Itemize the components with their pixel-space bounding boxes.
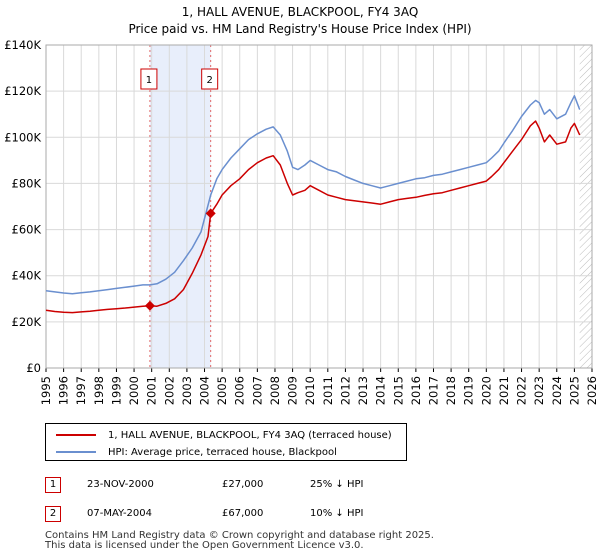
x-tick-label: 2014 <box>374 376 388 405</box>
price-chart: 1, HALL AVENUE, BLACKPOOL, FY4 3AQ Price… <box>4 5 599 405</box>
y-tick-label: £40K <box>12 269 42 283</box>
y-tick-label: £140K <box>4 38 41 52</box>
x-tick-label: 2003 <box>180 376 194 405</box>
y-tick-label: £60K <box>12 223 42 237</box>
x-tick-label: 2022 <box>515 376 529 405</box>
x-tick-label: 1998 <box>92 376 106 405</box>
x-tick-label: 2004 <box>198 376 212 405</box>
sale-point-marker <box>144 300 155 311</box>
y-tick-label: £100K <box>4 130 41 144</box>
x-tick-label: 2025 <box>567 376 581 405</box>
x-tick-label: 2015 <box>391 376 405 405</box>
x-tick-label: 2018 <box>444 376 458 405</box>
x-tick-label: 2020 <box>479 376 493 405</box>
legend-swatch-property <box>56 434 96 436</box>
x-tick-label: 1995 <box>39 376 53 405</box>
x-tick-label: 2007 <box>250 376 264 405</box>
transaction-number-badge: 1 <box>45 477 61 493</box>
x-tick-label: 2009 <box>286 376 300 405</box>
purchase-period-band <box>149 45 211 368</box>
legend-label-property: 1, HALL AVENUE, BLACKPOOL, FY4 3AQ (terr… <box>108 429 392 441</box>
transaction-number-badge: 2 <box>45 506 61 522</box>
legend-item-hpi: HPI: Average price, terraced house, Blac… <box>46 444 337 460</box>
marker-badge-label: 1 <box>146 75 152 86</box>
legend-item-property: 1, HALL AVENUE, BLACKPOOL, FY4 3AQ (terr… <box>46 427 392 443</box>
marker-badge <box>140 68 158 90</box>
x-tick-label: 2008 <box>268 376 282 405</box>
hpi-line <box>45 95 581 295</box>
x-tick-label: 2011 <box>321 376 335 405</box>
plot-area <box>46 45 592 368</box>
x-tick-label: 2024 <box>550 376 564 405</box>
transaction-price: £27,000 <box>222 479 264 490</box>
marker-badge-label: 2 <box>206 75 212 86</box>
forecast-hatch <box>579 45 592 368</box>
legend-label-hpi: HPI: Average price, terraced house, Blac… <box>108 446 337 458</box>
x-tick-label: 2002 <box>162 376 176 405</box>
footer-line-copyright: Contains HM Land Registry data © Crown c… <box>45 530 434 541</box>
plot-border <box>45 44 593 369</box>
chart-legend: 1, HALL AVENUE, BLACKPOOL, FY4 3AQ (terr… <box>45 423 407 461</box>
x-tick-label: 1999 <box>109 376 123 405</box>
y-tick-label: £0 <box>26 361 41 375</box>
footer-line-licence: This data is licensed under the Open Gov… <box>45 540 364 551</box>
x-tick-label: 2000 <box>127 376 141 405</box>
x-tick-label: 2021 <box>497 376 511 405</box>
x-tick-label: 2010 <box>303 376 317 405</box>
x-tick-label: 2005 <box>215 376 229 405</box>
transaction-price: £67,000 <box>222 508 264 519</box>
y-tick-label: £80K <box>12 176 42 190</box>
y-tick-label: £120K <box>4 84 41 98</box>
x-tick-label: 2012 <box>338 376 352 405</box>
x-tick-label: 1997 <box>74 376 88 405</box>
transaction-hpi-diff: 25% ↓ HPI <box>310 479 364 490</box>
footer-attribution: Contains HM Land Registry data © Crown c… <box>45 531 434 551</box>
x-tick-label: 2013 <box>356 376 370 405</box>
x-tick-label: 2023 <box>532 376 546 405</box>
x-tick-label: 2019 <box>462 376 476 405</box>
transaction-date: 07-MAY-2004 <box>87 508 153 519</box>
legend-swatch-hpi <box>56 451 96 453</box>
x-tick-label: 2006 <box>233 376 247 405</box>
x-tick-label: 2001 <box>145 376 159 405</box>
x-tick-label: 2017 <box>426 376 440 405</box>
x-tick-label: 2026 <box>585 376 599 405</box>
transaction-date: 23-NOV-2000 <box>87 479 154 490</box>
sale-point-marker <box>205 208 216 219</box>
x-tick-label: 1996 <box>57 376 71 405</box>
y-tick-label: £20K <box>12 315 42 329</box>
transaction-hpi-diff: 10% ↓ HPI <box>310 508 364 519</box>
marker-badge <box>201 68 219 90</box>
chart-subtitle: Price paid vs. HM Land Registry's House … <box>128 22 471 36</box>
x-tick-label: 2016 <box>409 376 423 405</box>
chart-title: 1, HALL AVENUE, BLACKPOOL, FY4 3AQ <box>182 5 419 19</box>
